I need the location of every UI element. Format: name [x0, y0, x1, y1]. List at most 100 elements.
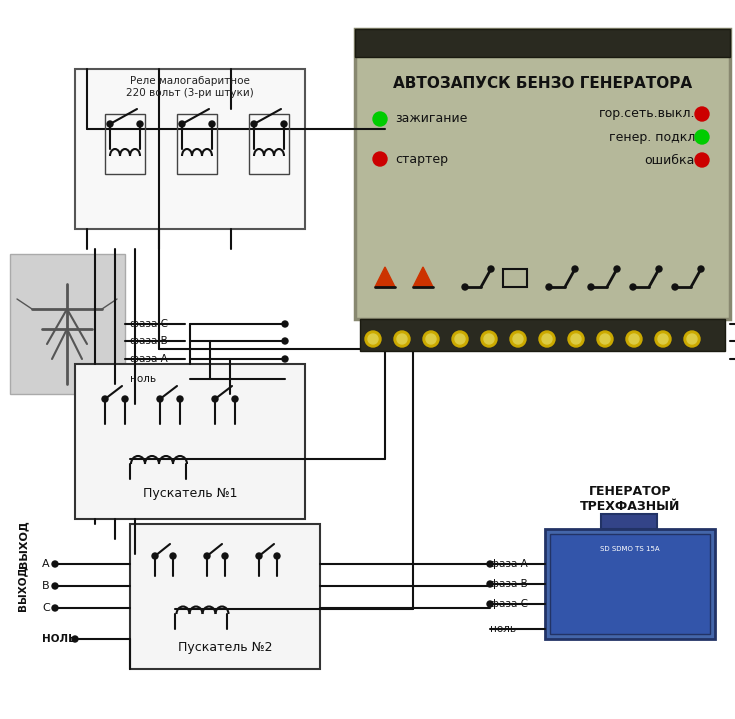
Circle shape [423, 331, 439, 347]
Text: Реле малогабаритное
220 вольт (3-ри штуки): Реле малогабаритное 220 вольт (3-ри штук… [126, 76, 254, 98]
Text: фаза B: фаза B [490, 579, 528, 589]
Circle shape [684, 331, 700, 347]
Bar [10, 254, 125, 394]
Text: фаза C: фаза C [490, 599, 528, 609]
Circle shape [542, 334, 552, 344]
Circle shape [179, 121, 185, 127]
FancyBboxPatch shape [355, 29, 730, 319]
Text: НОЛЬ: НОЛЬ [42, 634, 76, 644]
Circle shape [487, 601, 493, 607]
Circle shape [373, 112, 387, 126]
Circle shape [368, 334, 378, 344]
Text: ГЕНЕРАТОР
ТРЕХФАЗНЫЙ: ГЕНЕРАТОР ТРЕХФАЗНЫЙ [580, 485, 680, 513]
Text: АВТОЗАПУСК БЕНЗО ГЕНЕРАТОРА: АВТОЗАПУСК БЕНЗО ГЕНЕРАТОРА [393, 76, 692, 91]
FancyBboxPatch shape [550, 534, 710, 634]
Circle shape [600, 334, 610, 344]
Text: ВЫХОД: ВЫХОД [18, 520, 28, 568]
Text: ВЫХОД: ВЫХОД [17, 567, 27, 611]
Circle shape [487, 581, 493, 587]
Circle shape [484, 334, 494, 344]
Circle shape [274, 553, 280, 559]
Circle shape [695, 107, 709, 121]
Circle shape [614, 266, 620, 272]
Text: фаза C: фаза C [130, 319, 168, 329]
Text: C: C [42, 603, 50, 613]
Circle shape [695, 153, 709, 167]
FancyBboxPatch shape [360, 319, 725, 351]
Polygon shape [413, 267, 433, 287]
Circle shape [481, 331, 497, 347]
Circle shape [222, 553, 228, 559]
Circle shape [571, 334, 581, 344]
Circle shape [452, 331, 468, 347]
Circle shape [256, 553, 262, 559]
Circle shape [487, 561, 493, 567]
Text: ноль: ноль [130, 374, 156, 384]
Text: фаза B: фаза B [130, 336, 168, 346]
Circle shape [572, 266, 578, 272]
Text: B: B [42, 581, 50, 591]
Circle shape [630, 284, 636, 290]
Polygon shape [375, 267, 395, 287]
Circle shape [52, 561, 58, 567]
Circle shape [209, 121, 215, 127]
Circle shape [397, 334, 407, 344]
Circle shape [629, 334, 639, 344]
Circle shape [658, 334, 668, 344]
FancyBboxPatch shape [545, 529, 715, 639]
Circle shape [568, 331, 584, 347]
Circle shape [687, 334, 697, 344]
Circle shape [373, 152, 387, 166]
FancyBboxPatch shape [601, 514, 657, 529]
Text: SD SDMO TS 15A: SD SDMO TS 15A [600, 546, 660, 552]
Circle shape [107, 121, 113, 127]
Circle shape [52, 583, 58, 589]
Circle shape [204, 553, 210, 559]
Circle shape [539, 331, 555, 347]
Circle shape [597, 331, 613, 347]
Circle shape [281, 121, 287, 127]
Text: A: A [42, 559, 50, 569]
Circle shape [251, 121, 257, 127]
Circle shape [510, 331, 526, 347]
FancyBboxPatch shape [130, 524, 320, 669]
Circle shape [232, 396, 238, 402]
Circle shape [212, 396, 218, 402]
Circle shape [626, 331, 642, 347]
Text: ноль: ноль [490, 624, 516, 634]
FancyBboxPatch shape [503, 269, 527, 287]
Text: Пускатель №1: Пускатель №1 [143, 487, 237, 500]
Circle shape [672, 284, 678, 290]
Text: ошибка: ошибка [645, 153, 695, 167]
Circle shape [488, 266, 494, 272]
Circle shape [122, 396, 128, 402]
Circle shape [394, 331, 410, 347]
FancyBboxPatch shape [75, 364, 305, 519]
Circle shape [72, 636, 78, 642]
Circle shape [455, 334, 465, 344]
Circle shape [282, 356, 288, 362]
Text: Пускатель №2: Пускатель №2 [178, 641, 272, 654]
Circle shape [282, 338, 288, 344]
Text: фаза A: фаза A [490, 559, 528, 569]
Circle shape [656, 266, 662, 272]
Circle shape [546, 284, 552, 290]
Circle shape [695, 130, 709, 144]
FancyBboxPatch shape [355, 29, 730, 57]
Circle shape [426, 334, 436, 344]
Circle shape [152, 553, 158, 559]
Text: зажигание: зажигание [395, 112, 467, 126]
Circle shape [365, 331, 381, 347]
Circle shape [698, 266, 704, 272]
Circle shape [177, 396, 183, 402]
Circle shape [157, 396, 163, 402]
Circle shape [52, 605, 58, 611]
Circle shape [102, 396, 108, 402]
Circle shape [137, 121, 143, 127]
Text: гор.сеть.выкл.: гор.сеть.выкл. [598, 108, 695, 121]
Circle shape [588, 284, 594, 290]
FancyBboxPatch shape [75, 69, 305, 229]
Circle shape [282, 321, 288, 327]
Text: генер. подкл: генер. подкл [609, 131, 695, 144]
Circle shape [462, 284, 468, 290]
